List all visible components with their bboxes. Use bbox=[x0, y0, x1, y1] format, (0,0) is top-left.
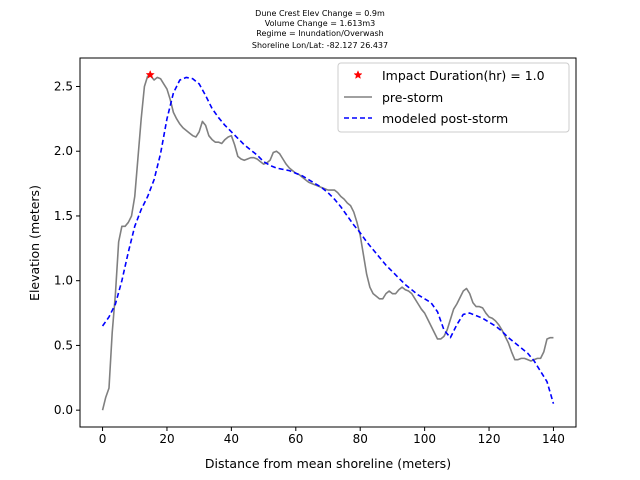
legend-label-impact: Impact Duration(hr) = 1.0 bbox=[382, 68, 545, 83]
y-axis-label: Elevation (meters) bbox=[27, 185, 42, 301]
y-tick-label: 1.0 bbox=[54, 274, 73, 288]
y-tick-label: 2.0 bbox=[54, 144, 73, 158]
legend-label-post-storm: modeled post-storm bbox=[382, 111, 508, 126]
y-tick-label: 0.0 bbox=[54, 403, 73, 417]
x-tick-label: 0 bbox=[99, 432, 107, 446]
title-line-2: Volume Change = 1.613m3 bbox=[264, 19, 376, 28]
series-layer bbox=[101, 69, 555, 411]
title-line-4: Shoreline Lon/Lat: -82.127 26.437 bbox=[251, 41, 389, 50]
x-tick-label: 140 bbox=[542, 432, 565, 446]
x-tick-label: 60 bbox=[288, 432, 303, 446]
legend: Impact Duration(hr) = 1.0 pre-storm mode… bbox=[337, 62, 570, 133]
y-axis-ticks: 0.0 0.5 1.0 1.5 2.0 2.5 bbox=[54, 79, 80, 417]
x-axis-ticks: 0 20 40 60 80 100 120 140 bbox=[99, 427, 565, 446]
impact-star-point bbox=[145, 69, 155, 79]
title-line-1: Dune Crest Elev Change = 0.9m bbox=[255, 9, 385, 18]
legend-label-pre-storm: pre-storm bbox=[382, 90, 443, 105]
x-tick-label: 100 bbox=[413, 432, 436, 446]
legend-star-icon bbox=[353, 70, 363, 79]
x-tick-label: 80 bbox=[353, 432, 368, 446]
title-line-3: Regime = Inundation/Overwash bbox=[256, 29, 384, 38]
y-tick-label: 1.5 bbox=[54, 209, 73, 223]
legend-star-marker bbox=[353, 70, 363, 79]
x-tick-label: 120 bbox=[478, 432, 501, 446]
y-tick-label: 2.5 bbox=[54, 79, 73, 93]
plot-frame bbox=[79, 57, 577, 428]
x-tick-label: 20 bbox=[159, 432, 174, 446]
x-tick-label: 40 bbox=[224, 432, 239, 446]
series-line-pre-storm bbox=[101, 75, 554, 411]
series-line-post-storm bbox=[101, 76, 555, 404]
legend-box bbox=[337, 62, 570, 133]
x-axis-label: Distance from mean shoreline (meters) bbox=[205, 456, 451, 471]
y-tick-label: 0.5 bbox=[54, 338, 73, 352]
